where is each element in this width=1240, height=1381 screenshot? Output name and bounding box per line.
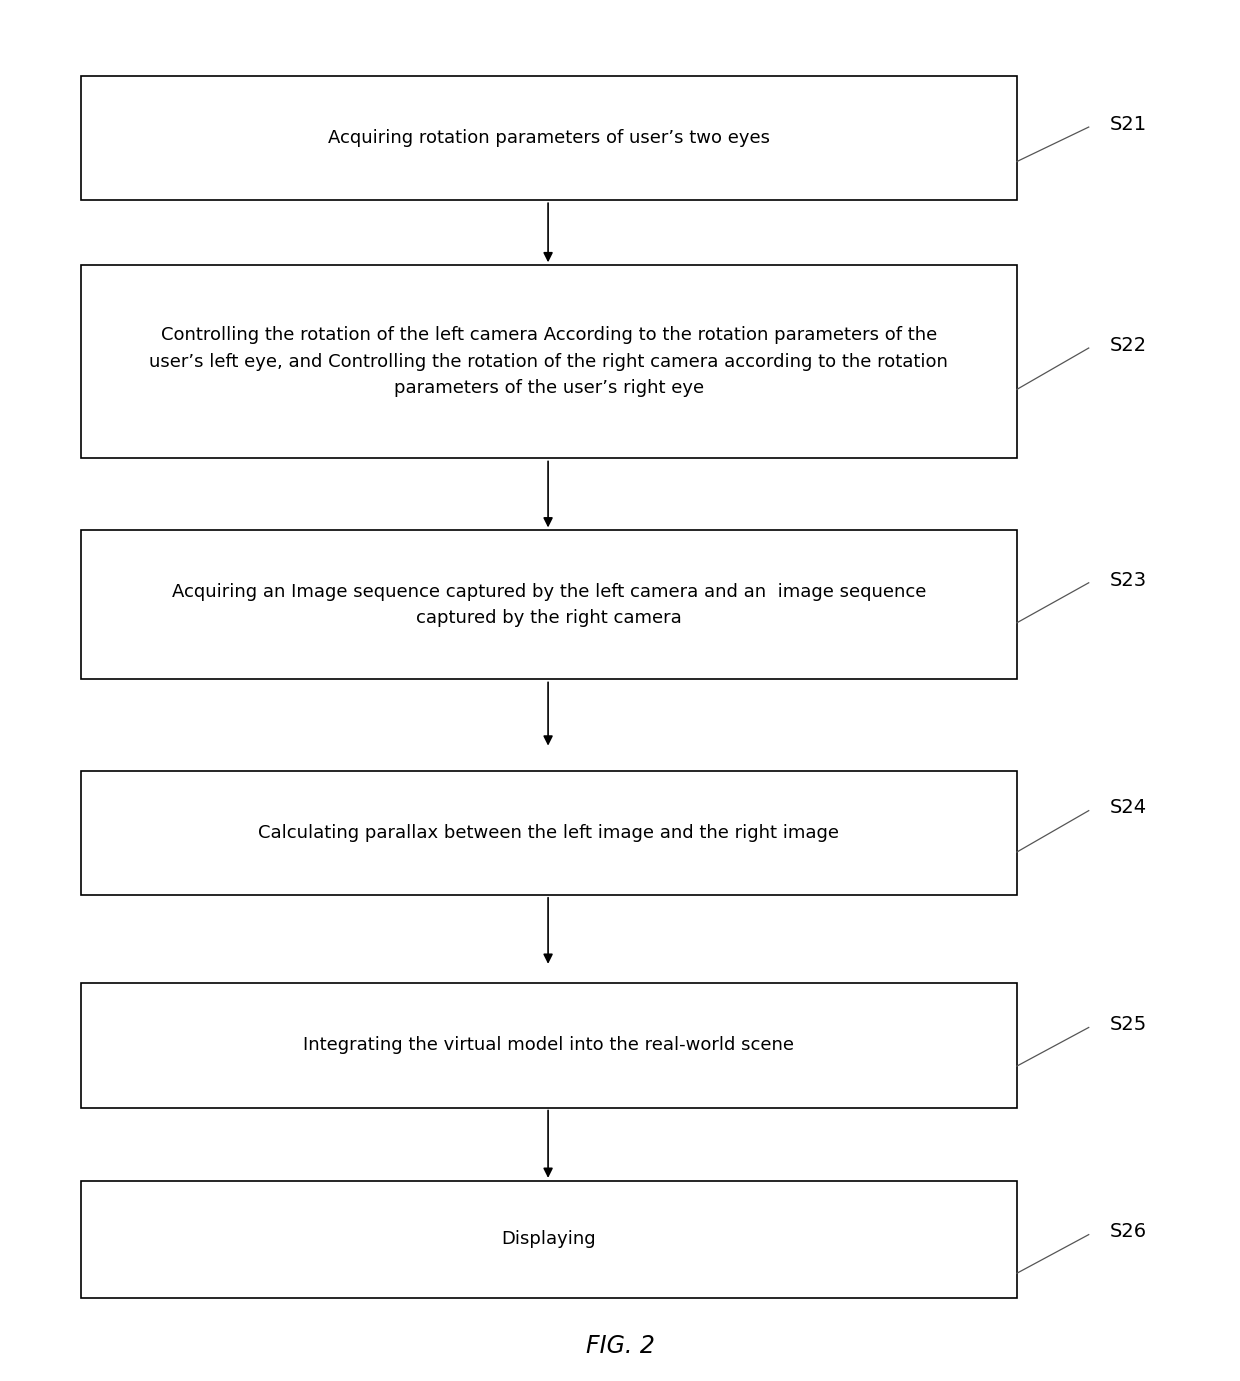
FancyBboxPatch shape — [81, 265, 1017, 458]
Text: S26: S26 — [1110, 1222, 1147, 1242]
FancyBboxPatch shape — [81, 983, 1017, 1108]
Text: S25: S25 — [1110, 1015, 1147, 1034]
FancyBboxPatch shape — [81, 530, 1017, 679]
Text: S24: S24 — [1110, 798, 1147, 818]
Text: S22: S22 — [1110, 336, 1147, 355]
FancyBboxPatch shape — [81, 771, 1017, 895]
FancyBboxPatch shape — [81, 1181, 1017, 1298]
Text: FIG. 2: FIG. 2 — [585, 1334, 655, 1359]
Text: S23: S23 — [1110, 570, 1147, 590]
FancyBboxPatch shape — [81, 76, 1017, 200]
Text: Displaying: Displaying — [501, 1230, 596, 1248]
Text: Acquiring rotation parameters of user’s two eyes: Acquiring rotation parameters of user’s … — [327, 128, 770, 148]
Text: S21: S21 — [1110, 115, 1147, 134]
Text: Calculating parallax between the left image and the right image: Calculating parallax between the left im… — [258, 823, 839, 842]
Text: Integrating the virtual model into the real-world scene: Integrating the virtual model into the r… — [304, 1036, 794, 1055]
Text: Controlling the rotation of the left camera According to the rotation parameters: Controlling the rotation of the left cam… — [149, 326, 949, 398]
Text: Acquiring an Image sequence captured by the left camera and an  image sequence
c: Acquiring an Image sequence captured by … — [171, 583, 926, 627]
